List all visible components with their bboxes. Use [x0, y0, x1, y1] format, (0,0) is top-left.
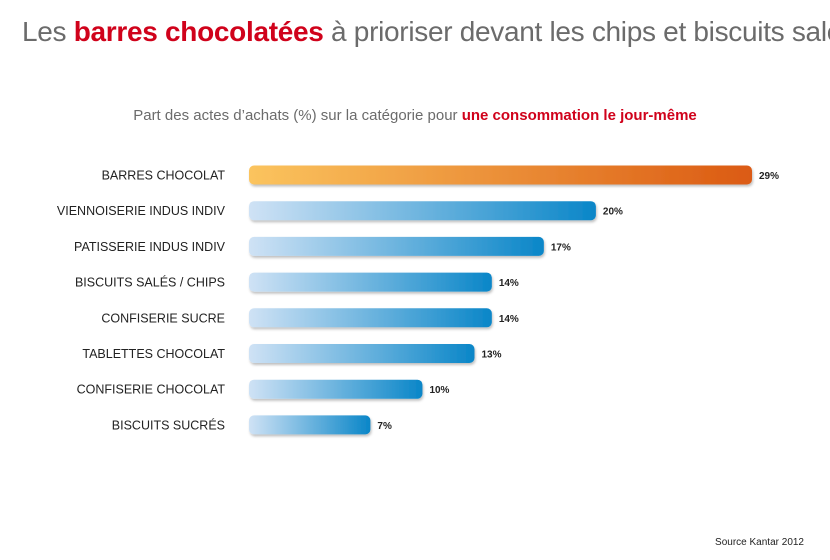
value-label: 17%	[551, 242, 571, 253]
title-start: Les	[22, 16, 74, 47]
bar	[249, 272, 492, 292]
value-label: 14%	[499, 314, 519, 325]
category-label: TABLETTES CHOCOLAT	[82, 347, 225, 361]
subtitle-highlight: une consommation le jour-même	[461, 107, 697, 124]
chart-subtitle: Part des actes d’achats (%) sur la catég…	[0, 107, 830, 124]
chart-title: Les barres chocolatées à prioriser devan…	[22, 16, 830, 48]
source-note: Source Kantar 2012	[715, 537, 804, 548]
subtitle-start: Part des actes d’achats (%) sur la catég…	[133, 107, 462, 124]
value-label: 7%	[377, 421, 392, 432]
category-label: VIENNOISERIE INDUS INDIV	[57, 204, 226, 218]
category-label: BISCUITS SUCRÉS	[112, 417, 225, 432]
category-label: BISCUITS SALÉS / CHIPS	[75, 275, 225, 290]
category-label: CONFISERIE SUCRE	[101, 311, 225, 325]
bar	[249, 236, 544, 256]
category-label: CONFISERIE CHOCOLAT	[77, 383, 226, 397]
bars-group: BARRES CHOCOLAT 29% VIENNOISERIE INDUS IND…	[57, 165, 779, 435]
category-label: PATISSERIE INDUS INDIV	[74, 240, 226, 254]
value-label: 13%	[481, 350, 501, 361]
bar	[249, 344, 475, 363]
bar	[249, 201, 596, 221]
value-label: 14%	[499, 278, 519, 289]
bar	[249, 308, 492, 328]
title-highlight: barres chocolatées	[73, 16, 324, 47]
value-label: 29%	[759, 171, 779, 182]
title-end: à prioriser devant les chips et biscuits…	[323, 16, 830, 47]
value-label: 20%	[603, 207, 623, 218]
bar	[249, 415, 371, 435]
bar	[249, 379, 423, 399]
category-label: BARRES CHOCOLAT	[102, 169, 226, 183]
value-label: 10%	[429, 385, 449, 396]
bar	[249, 165, 752, 185]
